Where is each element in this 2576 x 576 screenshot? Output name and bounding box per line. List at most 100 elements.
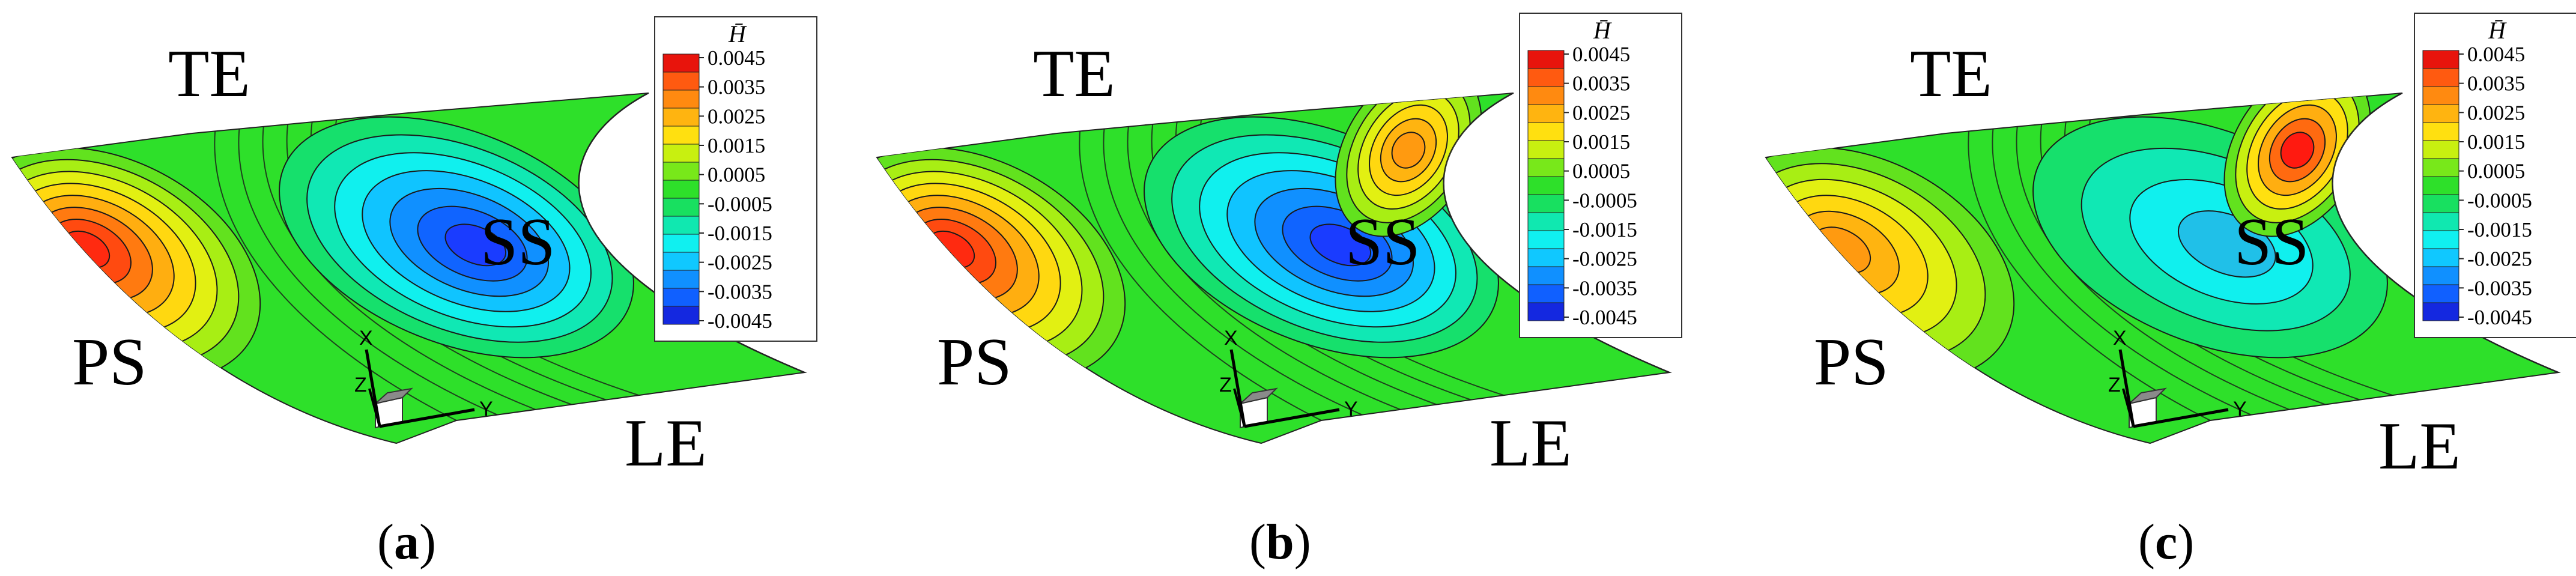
caption: (a) (377, 514, 436, 570)
legend-swatch (662, 216, 700, 235)
contour-line (1992, 120, 2265, 421)
legend-tick-label: -0.0045 (1572, 306, 1637, 329)
legend-swatch (1527, 140, 1565, 159)
legend-tick-label: 0.0035 (2467, 72, 2525, 95)
legend-tick-label: -0.0045 (708, 309, 772, 333)
legend-tick-label: 0.0045 (1572, 43, 1630, 66)
legend-swatch (1527, 194, 1565, 213)
legend-tick-label: 0.0025 (2467, 101, 2525, 124)
label-le: LE (625, 406, 707, 481)
contour-line (1103, 120, 1376, 421)
triad-label-y: Y (2233, 398, 2247, 420)
legend-tick-label: 0.0045 (708, 46, 765, 70)
triad-axis-z (368, 388, 381, 427)
legend-swatch (1527, 284, 1565, 303)
triad-label-z: Z (2108, 374, 2121, 396)
legend-tick-label: 0.0025 (1572, 101, 1630, 124)
coordinate-triad: X Y Z (1219, 327, 1358, 429)
legend-tick-label: -0.0025 (708, 251, 772, 274)
legend-tick-label: 0.0015 (1572, 130, 1630, 154)
legend-swatch (662, 53, 700, 73)
legend-swatch (1527, 68, 1565, 87)
legend-tick-label: 0.0005 (708, 163, 765, 187)
coordinate-triad: X Y Z (2108, 327, 2247, 429)
legend-swatch (2422, 68, 2459, 87)
legend-swatch (2422, 140, 2459, 159)
legend-swatch (2422, 50, 2459, 69)
legend-swatch (1527, 50, 1565, 69)
triad-label-y: Y (1344, 398, 1358, 420)
legend-swatch (1527, 86, 1565, 105)
legend-tick-label: -0.0005 (1572, 189, 1637, 212)
caption: (c) (2138, 514, 2194, 570)
legend-tick-label: 0.0035 (1572, 72, 1630, 95)
legend-tick-label: -0.0015 (2467, 218, 2532, 241)
legend-tick-label: -0.0025 (2467, 247, 2532, 271)
legend-tick-label: -0.0005 (708, 192, 772, 216)
triad-box-top (2127, 387, 2167, 405)
triad-axis-x (365, 349, 381, 427)
legend-swatch (2422, 266, 2459, 285)
triad-axis-x (2118, 349, 2135, 427)
label-ss: SS (2234, 205, 2309, 279)
legend-swatch (2422, 302, 2459, 321)
label-ss: SS (1345, 205, 1420, 279)
legend-title: H̄ (2488, 17, 2507, 44)
triad-label-z: Z (1219, 374, 1232, 396)
contour-level (444, 223, 507, 267)
triad-box-top (373, 387, 413, 405)
legend-swatch (1527, 302, 1565, 321)
legend-swatch (662, 89, 700, 109)
legend-tick-label: -0.0035 (708, 280, 772, 303)
legend-swatch (1527, 176, 1565, 195)
triad-label-y: Y (479, 398, 493, 420)
contour-line (262, 120, 565, 421)
panel-b: X Y Z TE SS PS LE H̄0.0045 0.0035 0.0025 0.00… (876, 13, 1682, 570)
legend-swatch (2422, 176, 2459, 195)
label-ps: PS (937, 325, 1012, 399)
legend-tick-label: -0.0015 (1572, 218, 1637, 241)
triad-axis-y (1244, 408, 1340, 428)
legend-swatch (1527, 122, 1565, 141)
contour-line (1127, 120, 1430, 421)
coordinate-triad: X Y Z (354, 327, 493, 429)
triad-label-x: X (359, 327, 373, 350)
triad-axis-z (2122, 388, 2135, 427)
legend-tick-label: 0.0045 (2467, 43, 2525, 66)
legend-tick-label: 0.0005 (2467, 160, 2525, 183)
legend-tick-label: 0.0025 (708, 105, 765, 128)
legend-tick-label: -0.0045 (2467, 306, 2532, 329)
triad-label-z: Z (354, 374, 367, 396)
triad-axis-x (1229, 349, 1246, 427)
legend-swatch (2422, 212, 2459, 231)
legend-swatch (2422, 194, 2459, 213)
triad-label-x: X (1224, 327, 1238, 350)
legend-swatch (2422, 158, 2459, 177)
legend-swatch (662, 288, 700, 307)
legend-tick-label: -0.0035 (2467, 276, 2532, 300)
contour-line (238, 120, 511, 421)
legend-swatch (1527, 158, 1565, 177)
legend-swatch (662, 198, 700, 217)
contour-blob-trailing-edge-tip (1335, 93, 1482, 237)
legend-tick-label: -0.0015 (708, 222, 772, 245)
legend-swatch (1527, 104, 1565, 123)
legend-swatch (1527, 266, 1565, 285)
legend-swatch (2422, 86, 2459, 105)
legend-swatch (662, 71, 700, 91)
legend-title: H̄ (728, 20, 747, 47)
legend: H̄0.0045 0.0035 0.0025 0.0015 0.0005 -0.0005 -… (2414, 13, 2576, 338)
triad-axis-y (379, 408, 475, 428)
legend-tick-label: -0.0005 (2467, 189, 2532, 212)
legend-swatch (2422, 248, 2459, 267)
label-ss: SS (480, 205, 556, 279)
triad-label-x: X (2113, 327, 2127, 350)
label-ps: PS (72, 325, 147, 399)
legend-tick-label: -0.0035 (1572, 276, 1637, 300)
legend-swatch (1527, 212, 1565, 231)
legend: H̄0.0045 0.0035 0.0025 0.0015 0.0005 -0.0005 -… (654, 16, 817, 342)
legend-tick-label: -0.0025 (1572, 247, 1637, 271)
legend-swatch (2422, 230, 2459, 249)
legend-swatch (662, 162, 700, 181)
